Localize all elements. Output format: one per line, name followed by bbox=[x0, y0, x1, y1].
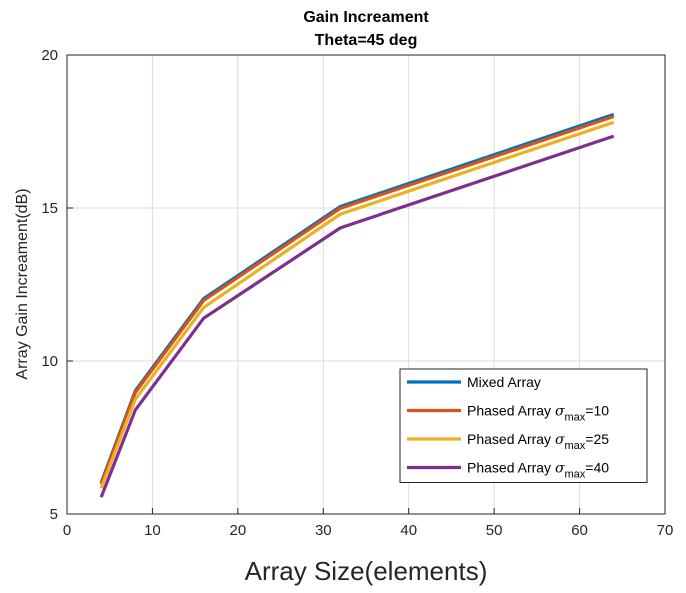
legend-sigma-symbol: σ bbox=[555, 404, 565, 420]
legend-sigma-symbol: σ bbox=[555, 461, 565, 477]
x-tick-label: 0 bbox=[63, 522, 71, 539]
series-line-4 bbox=[99, 134, 615, 498]
y-tick-label: 5 bbox=[50, 506, 58, 523]
legend-box bbox=[399, 368, 648, 483]
series-lines bbox=[99, 112, 615, 498]
x-tick-label: 10 bbox=[144, 522, 161, 539]
x-tick-label: 60 bbox=[571, 522, 588, 539]
legend-label: Mixed Array bbox=[467, 374, 541, 390]
legend-label-text: Phased Array bbox=[467, 431, 555, 447]
legend-label-text: Mixed Array bbox=[467, 374, 541, 390]
chart-title: Gain Increament bbox=[303, 9, 429, 26]
legend-label: Phased Array σmax=25 bbox=[467, 431, 609, 452]
x-tick-label: 70 bbox=[657, 522, 674, 539]
legend-sigma-symbol: σ bbox=[555, 432, 565, 448]
legend-suffix: =10 bbox=[585, 403, 609, 419]
x-axis-label: Array Size(elements) bbox=[245, 556, 488, 586]
legend-label: Phased Array σmax=10 bbox=[467, 403, 609, 424]
plot-area-frame bbox=[66, 54, 666, 515]
series-line-3 bbox=[99, 120, 615, 489]
x-tick-label: 50 bbox=[486, 522, 503, 539]
legend-label-text: Phased Array bbox=[467, 460, 555, 476]
legend-label: Phased Array σmax=40 bbox=[467, 460, 609, 481]
x-tick-label: 20 bbox=[230, 522, 247, 539]
x-tick-label: 30 bbox=[315, 522, 332, 539]
series-line-2 bbox=[99, 114, 615, 485]
y-axis-label: Array Gain Increament(dB) bbox=[14, 188, 31, 379]
legend-suffix: =40 bbox=[585, 460, 609, 476]
x-tick-label: 40 bbox=[400, 522, 417, 539]
y-tick-label: 10 bbox=[41, 353, 58, 370]
chart-subtitle: Theta=45 deg bbox=[315, 32, 418, 49]
legend-suffix: =25 bbox=[585, 431, 609, 447]
legend-subscript: max bbox=[565, 412, 586, 424]
y-tick-label: 20 bbox=[41, 47, 58, 64]
legend-subscript: max bbox=[565, 440, 586, 452]
legend-subscript: max bbox=[565, 469, 586, 481]
y-tick-label: 15 bbox=[41, 200, 58, 217]
legend-label-text: Phased Array bbox=[467, 403, 555, 419]
axis-ticks: 0 10 20 30 40 50 60 70 5 10 15 20 bbox=[41, 47, 673, 539]
